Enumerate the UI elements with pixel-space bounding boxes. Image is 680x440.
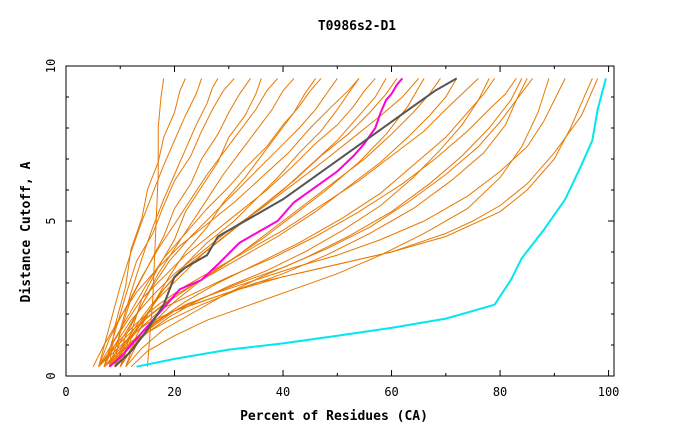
x-tick-label: 40 bbox=[276, 385, 290, 399]
series-line-cyan bbox=[136, 78, 607, 368]
y-tick-label: 5 bbox=[44, 217, 58, 224]
series-line-19 bbox=[119, 78, 262, 367]
series-line-30 bbox=[103, 78, 528, 368]
series-line-24 bbox=[108, 78, 186, 367]
series-line-26 bbox=[119, 78, 490, 367]
series-line-1 bbox=[103, 78, 599, 368]
series-line-5 bbox=[103, 78, 517, 368]
series-line-17 bbox=[114, 78, 295, 367]
x-axis-label: Percent of Residues (CA) bbox=[240, 409, 428, 424]
series-line-23 bbox=[98, 78, 203, 367]
series-line-29 bbox=[125, 78, 523, 368]
chart-title: T0986s2-D1 bbox=[318, 19, 396, 34]
series-line-21 bbox=[103, 78, 235, 367]
series-line-2 bbox=[98, 78, 593, 368]
tick-labels: 0 20 40 60 80 100 0 5 10 bbox=[44, 59, 619, 399]
series-line-25 bbox=[146, 78, 165, 367]
x-tick-label: 0 bbox=[62, 385, 69, 399]
y-axis-label: Distance Cutoff, A bbox=[19, 161, 34, 302]
x-tick-label: 60 bbox=[384, 385, 398, 399]
series-line-28 bbox=[92, 78, 360, 367]
series-line-gray bbox=[114, 77, 458, 368]
series-line-4 bbox=[114, 78, 533, 368]
y-tick-label: 10 bbox=[44, 59, 58, 73]
series-line-15 bbox=[103, 78, 322, 367]
x-tick-label: 20 bbox=[167, 385, 181, 399]
series-line-18 bbox=[98, 78, 278, 367]
series-line-32 bbox=[98, 78, 425, 368]
x-tick-label: 100 bbox=[598, 385, 620, 399]
series-line-22 bbox=[114, 78, 219, 367]
series-line-14 bbox=[108, 78, 338, 367]
series-line-9 bbox=[125, 78, 441, 367]
plot-lines bbox=[92, 77, 607, 368]
series-line-3 bbox=[109, 78, 566, 368]
series-line-27 bbox=[130, 78, 550, 368]
series-line-6 bbox=[119, 78, 496, 367]
series-line-12 bbox=[98, 78, 376, 367]
x-tick-label: 80 bbox=[493, 385, 507, 399]
y-tick-label: 0 bbox=[44, 372, 58, 379]
axes bbox=[65, 65, 615, 377]
